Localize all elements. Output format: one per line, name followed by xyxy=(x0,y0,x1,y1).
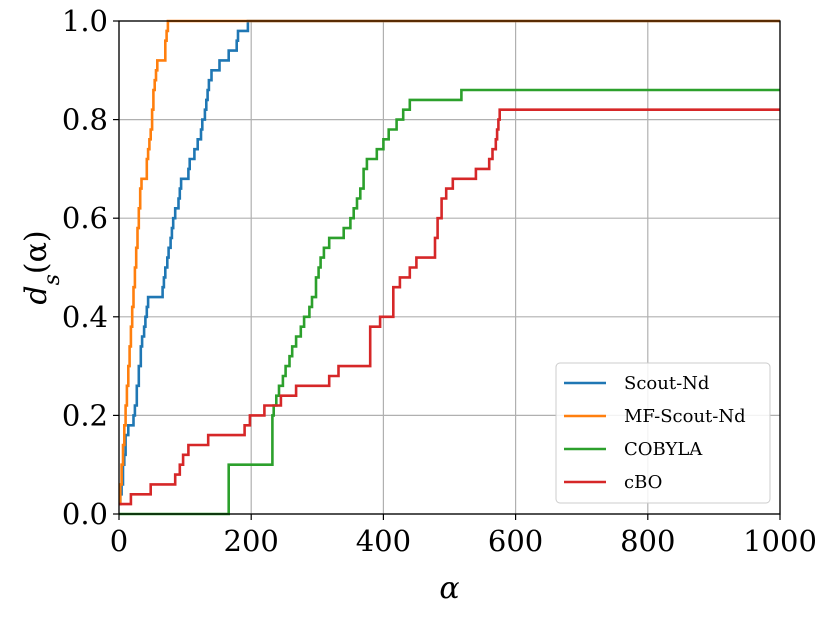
series-layer xyxy=(119,19,780,516)
series-line-mf-scout-nd xyxy=(119,19,780,506)
plot-frame xyxy=(118,20,781,515)
y-tick-label-0: 0.0 xyxy=(62,497,108,531)
legend-label-cbo: cBO xyxy=(624,472,662,493)
x-tick-label-1: 200 xyxy=(224,524,279,558)
y-axis-label-argument: (α) xyxy=(19,230,54,274)
x-axis-ticks: 0 200 400 600 800 1000 xyxy=(110,514,817,558)
x-tick-label-4: 800 xyxy=(620,524,675,558)
legend-box xyxy=(555,362,771,504)
legend: Scout-Nd MF-Scout-Nd COBYLA cBO xyxy=(555,362,771,504)
y-tick-label-5: 1.0 xyxy=(62,4,108,38)
y-tick-label-1: 0.2 xyxy=(62,398,108,432)
y-axis-label-subscript: s xyxy=(40,274,65,285)
y-tick-label-2: 0.4 xyxy=(62,300,108,334)
y-axis-label: ds(α) xyxy=(19,230,65,304)
x-tick-label-2: 400 xyxy=(356,524,411,558)
x-tick-label-3: 600 xyxy=(488,524,543,558)
legend-label-mf-scout-nd: MF-Scout-Nd xyxy=(624,406,746,427)
series-line-cobyla xyxy=(119,88,780,516)
x-tick-label-0: 0 xyxy=(110,524,128,558)
legend-label-scout-nd: Scout-Nd xyxy=(624,373,709,394)
legend-label-cobyla: COBYLA xyxy=(624,439,703,460)
y-tick-label-3: 0.6 xyxy=(62,201,108,235)
y-axis-ticks: 0.0 0.2 0.4 0.6 0.8 1.0 xyxy=(62,4,119,531)
y-axis-label-main: d xyxy=(19,285,54,304)
x-tick-label-5: 1000 xyxy=(743,524,817,558)
series-line-cbo xyxy=(119,108,780,506)
y-tick-label-4: 0.8 xyxy=(62,103,108,137)
x-axis-label: α xyxy=(439,571,459,606)
series-line-scout-nd xyxy=(119,19,780,506)
